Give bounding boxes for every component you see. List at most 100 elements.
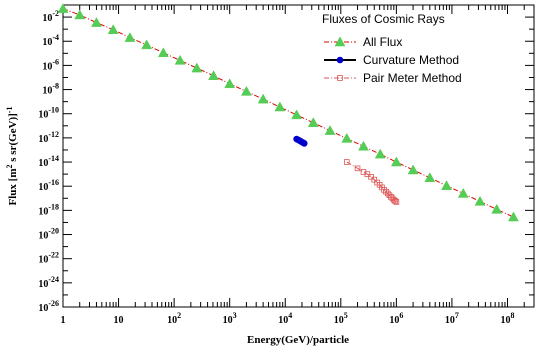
y-tick-exponent: -12: [48, 130, 59, 139]
data-point: [300, 140, 308, 147]
data-point: [274, 101, 286, 112]
y-tick-exponent: -2: [52, 9, 59, 18]
y-tick-base: 10: [38, 206, 48, 217]
legend-marker: [336, 56, 344, 64]
x-axis: 1 10 102 103 104 105 106 107 108: [61, 5, 535, 326]
x-tick-label: 106: [389, 311, 403, 326]
x-tick-base: 10: [445, 315, 455, 326]
data-point: [508, 211, 519, 222]
legend-label: Pair Meter Method: [363, 71, 462, 85]
x-tick-exponent: 6: [399, 311, 403, 320]
data-point: [174, 54, 186, 65]
x-tick-label: 108: [500, 311, 514, 326]
series-2: [343, 159, 400, 205]
data-point: [368, 173, 374, 180]
x-tick-base: 10: [114, 315, 124, 326]
series-layer: [57, 3, 519, 222]
y-tick-base: 10: [38, 134, 48, 145]
data-point: [291, 109, 303, 120]
x-tick-label: 103: [223, 311, 237, 326]
y-tick-base: 10: [38, 110, 48, 121]
data-point: [383, 188, 389, 195]
data-point: [191, 62, 203, 73]
y-axis-title-sup1: 2: [5, 165, 14, 169]
y-tick-label: 10-16: [38, 178, 59, 193]
x-tick-base: 10: [334, 315, 344, 326]
y-tick-exponent: -24: [48, 275, 59, 284]
y-axis-title: Flux [m2 s sr(GeV)]-1: [5, 107, 19, 206]
y-tick-label: 10-22: [38, 251, 59, 266]
y-tick-label: 10-14: [38, 154, 59, 169]
x-tick-exponent: 5: [344, 311, 348, 320]
x-axis-title: Energy(GeV)/particle: [247, 334, 349, 346]
y-axis-title-sup2: -1: [5, 107, 14, 114]
legend-title: Fluxes of Cosmic Rays: [322, 12, 445, 26]
data-point: [384, 190, 391, 197]
y-tick-base: 10: [38, 231, 48, 242]
y-axis: 10-210-410-610-810-1010-1210-1410-1610-1…: [38, 4, 534, 314]
legend-label: All Flux: [363, 35, 402, 49]
y-tick-exponent: -10: [48, 106, 59, 115]
series-line: [62, 8, 514, 218]
data-point: [393, 199, 400, 205]
series-0: [57, 3, 519, 222]
data-point: [392, 198, 398, 204]
data-point: [57, 3, 69, 13]
y-tick-label: 10-20: [38, 227, 59, 242]
y-tick-exponent: -8: [52, 82, 59, 91]
x-tick-base: 10: [167, 315, 177, 326]
y-tick-base: 10: [38, 279, 48, 290]
x-tick-base: 10: [389, 315, 399, 326]
legend-marker: [337, 75, 343, 81]
y-tick-label: 10-8: [42, 82, 59, 97]
series-line: [346, 161, 397, 203]
data-point: [240, 85, 252, 96]
y-tick-label: 10-18: [38, 202, 59, 217]
data-point: [441, 180, 452, 190]
x-tick-exponent: 2: [177, 311, 181, 320]
data-point: [307, 117, 319, 127]
y-tick-exponent: -20: [48, 227, 59, 236]
data-point: [491, 203, 503, 214]
y-tick-exponent: -18: [48, 202, 59, 211]
data-point: [224, 78, 236, 89]
data-point: [388, 194, 394, 200]
series-1: [293, 135, 308, 147]
data-point: [424, 172, 436, 183]
y-axis-title-main: Flux [m: [7, 169, 19, 206]
x-tick-label: 10: [114, 315, 124, 326]
y-tick-base: 10: [42, 61, 52, 72]
data-point: [390, 156, 402, 167]
data-point: [343, 159, 350, 165]
x-tick-exponent: 7: [455, 311, 459, 320]
data-point: [208, 70, 219, 80]
y-tick-base: 10: [38, 158, 48, 169]
y-tick-exponent: -4: [52, 33, 59, 42]
x-tick-label: 1: [61, 315, 66, 326]
data-point: [407, 164, 419, 175]
x-tick-exponent: 8: [510, 311, 514, 320]
x-tick-exponent: 4: [288, 311, 292, 320]
y-tick-base: 10: [38, 303, 48, 314]
data-point: [386, 192, 393, 198]
y-tick-label: 10-6: [42, 57, 59, 72]
y-tick-exponent: -22: [48, 251, 59, 260]
x-tick-label: 107: [445, 311, 459, 326]
y-tick-label: 10-10: [38, 106, 59, 121]
data-point: [124, 32, 136, 42]
data-point: [74, 9, 86, 20]
data-point: [157, 47, 169, 58]
data-point: [457, 187, 469, 198]
legend-label: Curvature Method: [363, 53, 459, 67]
y-tick-label: 10-2: [42, 9, 59, 24]
y-tick-base: 10: [42, 86, 52, 97]
y-tick-base: 10: [42, 13, 52, 24]
y-tick-label: 10-12: [38, 130, 59, 145]
data-point: [91, 17, 102, 27]
data-point: [374, 148, 386, 159]
x-tick-base: 1: [61, 315, 66, 326]
data-point: [341, 132, 353, 143]
y-tick-label: 10-26: [38, 299, 59, 314]
